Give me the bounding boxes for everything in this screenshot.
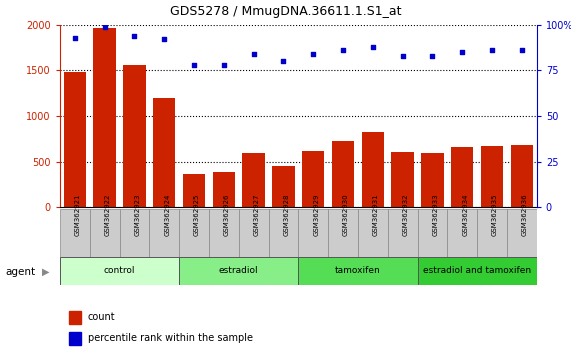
Text: GSM362921: GSM362921 — [75, 193, 81, 236]
FancyBboxPatch shape — [388, 209, 417, 257]
Point — [279, 58, 288, 64]
Text: ▶: ▶ — [42, 267, 49, 276]
FancyBboxPatch shape — [268, 209, 299, 257]
Point — [100, 24, 109, 29]
Point — [130, 33, 139, 39]
Point — [488, 47, 497, 53]
FancyBboxPatch shape — [179, 209, 209, 257]
Bar — [243, 153, 265, 207]
FancyBboxPatch shape — [358, 209, 388, 257]
Text: GSM362927: GSM362927 — [254, 193, 260, 236]
Text: GSM362935: GSM362935 — [492, 193, 498, 236]
Bar — [94, 28, 116, 207]
Bar — [70, 332, 82, 345]
Text: control: control — [104, 266, 135, 275]
FancyBboxPatch shape — [119, 209, 150, 257]
Text: GSM362925: GSM362925 — [194, 193, 200, 236]
Point — [517, 47, 526, 53]
Point — [70, 35, 79, 40]
Bar — [272, 166, 295, 207]
Point — [160, 36, 169, 42]
Point — [458, 49, 467, 55]
FancyBboxPatch shape — [179, 257, 299, 285]
Point — [428, 53, 437, 59]
Bar — [212, 172, 235, 207]
Text: estradiol and tamoxifen: estradiol and tamoxifen — [423, 266, 531, 275]
Text: GSM362929: GSM362929 — [313, 193, 319, 236]
Bar — [510, 145, 533, 207]
Text: GSM362930: GSM362930 — [343, 193, 349, 236]
FancyBboxPatch shape — [299, 209, 328, 257]
Bar — [451, 147, 473, 207]
Bar — [123, 65, 146, 207]
FancyBboxPatch shape — [60, 209, 90, 257]
Text: GSM362922: GSM362922 — [104, 193, 111, 236]
Bar — [481, 146, 503, 207]
FancyBboxPatch shape — [328, 209, 358, 257]
Point — [249, 51, 258, 57]
FancyBboxPatch shape — [90, 209, 119, 257]
Text: percentile rank within the sample: percentile rank within the sample — [87, 333, 252, 343]
Point — [368, 44, 377, 50]
Point — [219, 62, 228, 68]
Text: count: count — [87, 312, 115, 322]
FancyBboxPatch shape — [150, 209, 179, 257]
Text: GSM362932: GSM362932 — [403, 193, 409, 236]
Text: GSM362926: GSM362926 — [224, 193, 230, 236]
Bar — [361, 132, 384, 207]
FancyBboxPatch shape — [417, 209, 447, 257]
Text: GSM362933: GSM362933 — [432, 193, 439, 236]
FancyBboxPatch shape — [477, 209, 507, 257]
Bar — [332, 142, 354, 207]
Bar — [392, 153, 414, 207]
Point — [339, 47, 348, 53]
FancyBboxPatch shape — [209, 209, 239, 257]
Bar — [302, 150, 324, 207]
Text: GDS5278 / MmugDNA.36611.1.S1_at: GDS5278 / MmugDNA.36611.1.S1_at — [170, 5, 401, 18]
Point — [190, 62, 199, 68]
Bar — [64, 72, 86, 207]
Bar — [183, 174, 205, 207]
Text: agent: agent — [6, 267, 36, 276]
FancyBboxPatch shape — [417, 257, 537, 285]
Text: GSM362924: GSM362924 — [164, 193, 170, 236]
Bar — [70, 311, 82, 324]
FancyBboxPatch shape — [239, 209, 268, 257]
Bar — [421, 153, 444, 207]
FancyBboxPatch shape — [447, 209, 477, 257]
Text: GSM362928: GSM362928 — [283, 193, 289, 236]
Text: GSM362936: GSM362936 — [522, 193, 528, 236]
Bar — [153, 98, 175, 207]
Point — [309, 51, 318, 57]
Text: GSM362923: GSM362923 — [134, 193, 140, 236]
Point — [398, 53, 407, 59]
FancyBboxPatch shape — [299, 257, 417, 285]
Text: tamoxifen: tamoxifen — [335, 266, 381, 275]
FancyBboxPatch shape — [507, 209, 537, 257]
Text: estradiol: estradiol — [219, 266, 259, 275]
FancyBboxPatch shape — [60, 257, 179, 285]
Text: GSM362934: GSM362934 — [463, 193, 468, 236]
Text: GSM362931: GSM362931 — [373, 193, 379, 236]
